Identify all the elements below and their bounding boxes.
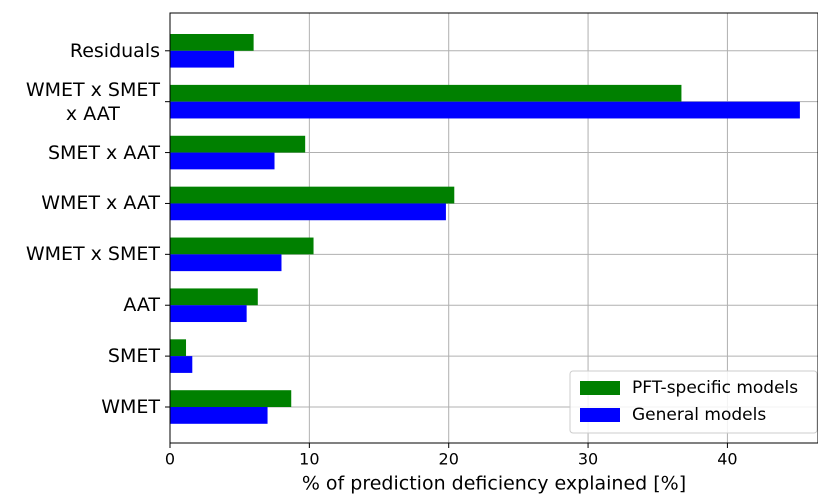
y-tick-label: WMET [101,396,160,418]
x-tick-label: 30 [578,450,598,469]
bar [170,305,247,323]
y-tick-label: AAT [123,294,160,317]
plot-frame [169,12,818,444]
bar [170,407,268,424]
x-tick-label: 0 [165,450,175,469]
y-tick-label: WMET x AAT [41,192,160,215]
bar [170,84,682,102]
bar [170,254,282,272]
y-tick-label: SMET [107,345,160,368]
bar [170,237,314,255]
bar [170,356,193,373]
x-tick-label: 10 [299,450,319,469]
legend-label: General models [632,405,766,425]
legend-box [569,370,818,434]
bar [170,101,800,119]
legend-swatch [580,408,620,422]
legend-label: PFT-specific models [632,378,798,398]
bar [170,203,446,221]
x-axis-label: % of prediction deficiency explained [%] [302,473,686,495]
x-tick-label: 20 [439,450,459,469]
bar [170,33,254,51]
y-tick-label: WMET x SMET [25,243,160,266]
bar [170,288,258,306]
bar [170,339,187,357]
bar [170,186,455,204]
y-tick-label: WMET x SMET x AAT [25,78,160,125]
x-tick-label: 40 [717,450,737,469]
y-tick-label: Residuals [69,39,160,62]
bar [170,152,275,170]
bar [170,50,235,68]
y-tick-label: SMET x AAT [47,141,160,164]
bar [170,390,292,407]
legend-swatch [580,381,620,395]
bar [170,135,306,153]
